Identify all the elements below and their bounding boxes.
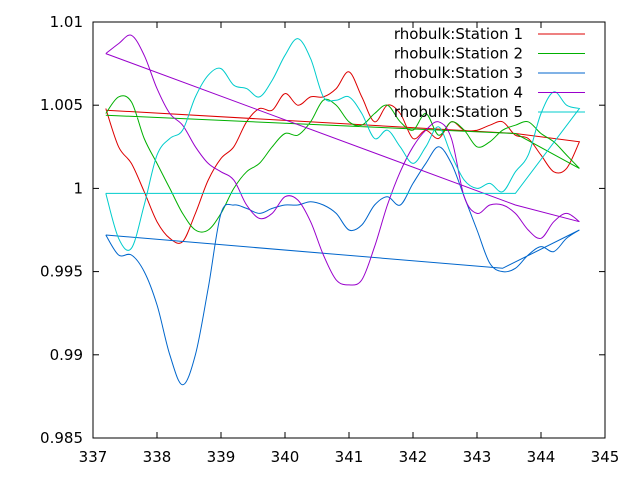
y-tick-label: 0.985 (40, 429, 83, 447)
x-tick-label: 338 (143, 448, 172, 466)
x-tick-label: 340 (271, 448, 300, 466)
x-tick-label: 344 (527, 448, 556, 466)
y-tick-label: 0.995 (40, 263, 83, 281)
x-tick-label: 339 (207, 448, 236, 466)
series-line-station-5 (105, 38, 581, 251)
legend-label-station-3: rhobulk:Station 3 (394, 64, 523, 82)
x-tick-label: 341 (335, 448, 364, 466)
series-line-station-1 (105, 71, 581, 244)
axis-ticks (92, 21, 606, 439)
y-tick-label: 1.005 (40, 96, 83, 114)
x-tick-label: 345 (591, 448, 620, 466)
series-line-station-2 (105, 95, 580, 233)
y-tick-labels: 0.985 0.99 0.995 1 1.005 1.01 (40, 13, 83, 447)
series-line-station-3 (105, 146, 580, 386)
x-tick-label: 342 (399, 448, 428, 466)
x-tick-labels: 337 338 339 340 341 342 343 344 345 (79, 448, 620, 466)
y-tick-label: 0.99 (50, 346, 83, 364)
plot-lines (105, 34, 581, 386)
legend-label-station-5: rhobulk:Station 5 (394, 103, 523, 121)
legend-label-station-4: rhobulk:Station 4 (394, 84, 523, 102)
y-tick-label: 1 (73, 179, 83, 197)
y-tick-label: 1.01 (50, 13, 83, 31)
x-tick-label: 337 (79, 448, 108, 466)
legend-label-station-2: rhobulk:Station 2 (394, 45, 523, 63)
legend-label-station-1: rhobulk:Station 1 (394, 25, 523, 43)
x-tick-label: 343 (463, 448, 492, 466)
